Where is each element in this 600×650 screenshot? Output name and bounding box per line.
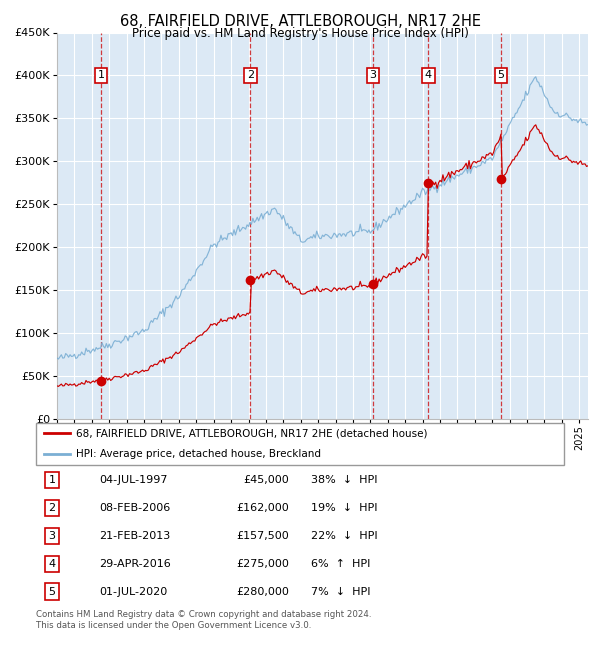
Text: 38%  ↓  HPI: 38% ↓ HPI bbox=[311, 475, 377, 485]
Text: 22%  ↓  HPI: 22% ↓ HPI bbox=[311, 531, 377, 541]
Text: £157,500: £157,500 bbox=[236, 531, 289, 541]
FancyBboxPatch shape bbox=[36, 422, 564, 465]
Text: 6%  ↑  HPI: 6% ↑ HPI bbox=[311, 559, 370, 569]
Text: Contains HM Land Registry data © Crown copyright and database right 2024.: Contains HM Land Registry data © Crown c… bbox=[36, 610, 371, 619]
Text: 3: 3 bbox=[370, 70, 376, 81]
Text: 1: 1 bbox=[49, 475, 55, 485]
Text: £45,000: £45,000 bbox=[244, 475, 289, 485]
Text: 29-APR-2016: 29-APR-2016 bbox=[100, 559, 171, 569]
Text: 5: 5 bbox=[49, 587, 55, 597]
Text: Price paid vs. HM Land Registry's House Price Index (HPI): Price paid vs. HM Land Registry's House … bbox=[131, 27, 469, 40]
Text: 4: 4 bbox=[425, 70, 432, 81]
Text: 08-FEB-2006: 08-FEB-2006 bbox=[100, 503, 170, 513]
Text: 5: 5 bbox=[497, 70, 505, 81]
Text: This data is licensed under the Open Government Licence v3.0.: This data is licensed under the Open Gov… bbox=[36, 621, 311, 630]
Text: 4: 4 bbox=[48, 559, 55, 569]
Text: £275,000: £275,000 bbox=[236, 559, 289, 569]
Text: £162,000: £162,000 bbox=[236, 503, 289, 513]
Text: 2: 2 bbox=[247, 70, 254, 81]
Text: 68, FAIRFIELD DRIVE, ATTLEBOROUGH, NR17 2HE (detached house): 68, FAIRFIELD DRIVE, ATTLEBOROUGH, NR17 … bbox=[76, 428, 427, 438]
Text: 04-JUL-1997: 04-JUL-1997 bbox=[100, 475, 168, 485]
Text: 3: 3 bbox=[49, 531, 55, 541]
Text: HPI: Average price, detached house, Breckland: HPI: Average price, detached house, Brec… bbox=[76, 449, 320, 459]
Text: 68, FAIRFIELD DRIVE, ATTLEBOROUGH, NR17 2HE: 68, FAIRFIELD DRIVE, ATTLEBOROUGH, NR17 … bbox=[119, 14, 481, 29]
Text: 7%  ↓  HPI: 7% ↓ HPI bbox=[311, 587, 370, 597]
Text: 01-JUL-2020: 01-JUL-2020 bbox=[100, 587, 167, 597]
Text: £280,000: £280,000 bbox=[236, 587, 289, 597]
Text: 21-FEB-2013: 21-FEB-2013 bbox=[100, 531, 170, 541]
Text: 2: 2 bbox=[48, 503, 55, 513]
Text: 19%  ↓  HPI: 19% ↓ HPI bbox=[311, 503, 377, 513]
Text: 1: 1 bbox=[98, 70, 105, 81]
